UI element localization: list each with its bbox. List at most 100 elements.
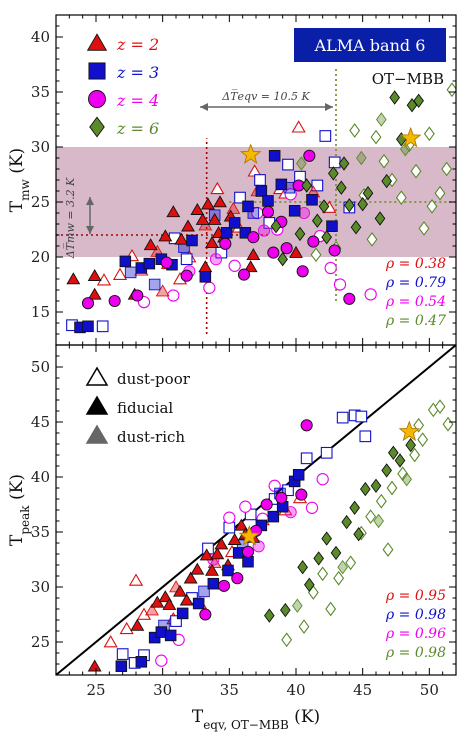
point-star [238, 525, 261, 546]
point-z3 [242, 200, 254, 213]
alma-badge-text: ALMA band 6 [314, 36, 426, 55]
point-z6 [301, 178, 312, 193]
x-tick-label: 45 [353, 681, 372, 699]
point-z4 [155, 654, 168, 667]
point-z3 [124, 266, 137, 279]
y-tick-label: 20 [31, 248, 50, 266]
point-z3 [254, 174, 266, 186]
point-z2 [214, 537, 229, 550]
point-z6 [296, 156, 307, 171]
y-tick-label: 45 [31, 413, 50, 431]
point-z4 [284, 188, 297, 201]
x-axis-title: Teqv, OT−MBB (K) [192, 707, 320, 732]
point-z6 [277, 252, 288, 267]
point-z2 [246, 248, 261, 261]
point-z6 [353, 527, 364, 542]
point-z2 [155, 284, 170, 297]
point-z3 [220, 227, 233, 239]
legend-marker-z4 [88, 90, 106, 108]
point-z4 [228, 259, 241, 272]
point-z6 [350, 220, 362, 235]
point-z3 [223, 521, 236, 534]
legend-z3: z = 3 [116, 63, 159, 82]
point-z2 [205, 235, 219, 248]
y-tick-label: 30 [31, 578, 50, 596]
point-star [239, 143, 262, 164]
x-tick-label: 50 [420, 681, 439, 699]
point-z6 [366, 232, 378, 247]
point-z4 [217, 579, 231, 592]
y-tick-label: 15 [31, 303, 50, 321]
point-z6 [298, 619, 310, 634]
point-z4 [307, 235, 320, 248]
point-z6 [401, 472, 412, 487]
point-z2 [179, 593, 194, 606]
point-z3 [319, 130, 332, 142]
point-z4 [231, 572, 244, 585]
point-z3 [306, 194, 318, 206]
point-z6 [310, 247, 322, 263]
point-z3 [207, 577, 220, 590]
point-z3 [282, 158, 294, 171]
point-z6 [317, 566, 329, 582]
point-z4 [333, 278, 347, 291]
point-z4 [180, 269, 193, 282]
point-z4 [81, 297, 95, 310]
point-z3 [255, 185, 268, 197]
point-z4 [203, 281, 216, 294]
corr-top-z6: ρ = 0.47 [385, 313, 446, 329]
legend-dust-rich: dust-rich [117, 428, 185, 446]
point-z2 [190, 562, 205, 575]
point-z3 [292, 469, 305, 481]
point-z4 [239, 500, 252, 513]
model-label: OT−MBB [372, 70, 444, 88]
dust-legend: dust-poor fiducial dust-rich [85, 366, 191, 446]
legend-marker-z3 [88, 62, 106, 80]
y-tick-label: 50 [31, 358, 50, 376]
point-z2 [87, 659, 102, 672]
point-z6 [370, 129, 382, 145]
point-z6 [356, 150, 367, 166]
point-z4 [295, 488, 308, 501]
point-z6 [376, 112, 387, 127]
point-z6 [341, 514, 352, 530]
point-z4 [209, 253, 223, 266]
top-panel: 15 20 25 30 35 40 ALMA band 6 OT−MBB ΔT̅eqv =… [7, 14, 457, 346]
point-z2 [128, 573, 144, 586]
point-z2 [198, 260, 213, 273]
point-z3 [267, 510, 280, 523]
point-z4 [316, 473, 329, 486]
point-z6 [270, 219, 282, 234]
corr-top-z2: ρ = 0.38 [385, 256, 446, 272]
point-z4 [296, 265, 309, 278]
point-z2 [243, 260, 258, 273]
point-z3 [275, 178, 288, 191]
legend-marker-z6 [89, 116, 105, 138]
point-z6 [330, 545, 342, 561]
x-tick-label: 30 [153, 681, 172, 699]
point-z6 [344, 198, 355, 213]
point-z6 [294, 226, 306, 242]
point-z2 [205, 563, 219, 576]
point-z6 [280, 602, 291, 618]
point-z4 [237, 268, 251, 281]
y-tick-label: 25 [31, 193, 50, 211]
point-z6 [389, 90, 400, 105]
point-z3 [359, 430, 372, 443]
point-z4 [260, 498, 273, 511]
bottom-y-axis-title: Tpeak (K) [7, 474, 32, 546]
top-correlations: ρ = 0.38 ρ = 0.79 ρ = 0.54 ρ = 0.47 [385, 256, 446, 329]
y-tick-label: 40 [31, 468, 50, 486]
point-z3 [355, 410, 368, 423]
point-z6 [264, 608, 275, 623]
corr-top-z3: ρ = 0.79 [385, 275, 446, 291]
top-ticks: 15 20 25 30 35 40 [31, 14, 457, 346]
point-z2 [96, 273, 112, 286]
point-z6 [362, 186, 374, 201]
y-tick-label: 35 [31, 523, 50, 541]
point-z6 [413, 93, 424, 108]
point-z3 [180, 253, 193, 266]
point-z3 [186, 234, 198, 247]
point-star [399, 126, 422, 148]
point-z6 [381, 173, 392, 189]
